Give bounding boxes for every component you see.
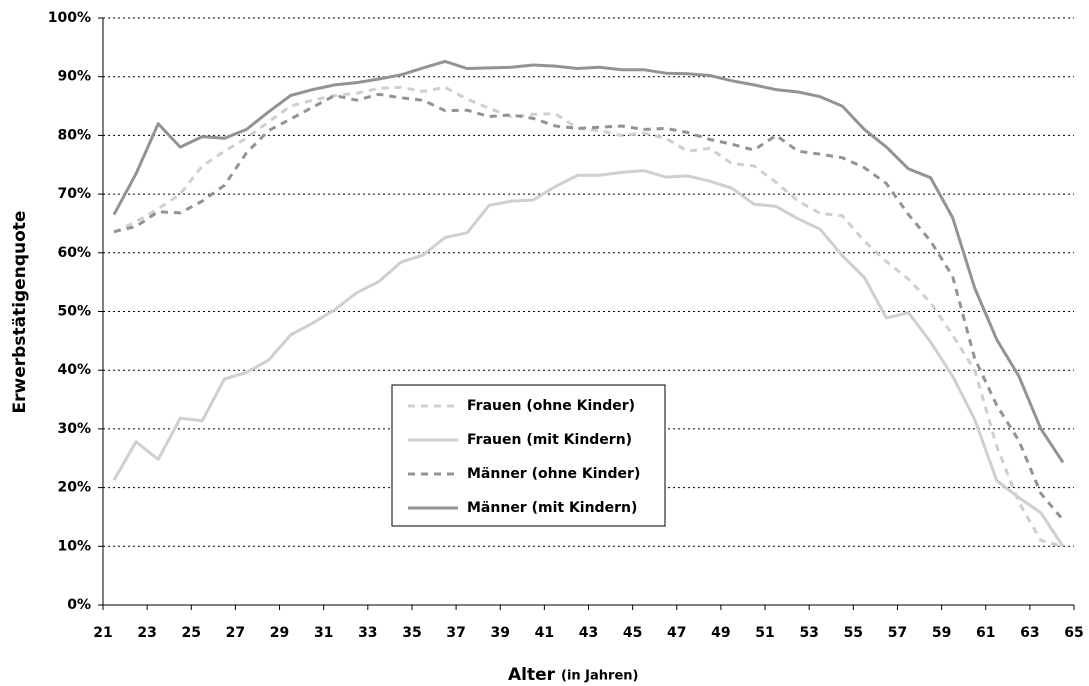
x-tick-label: 53 <box>799 625 818 641</box>
y-tick-label: 10% <box>57 538 91 554</box>
x-tick-label: 31 <box>314 625 333 641</box>
legend-label: Frauen (mit Kindern) <box>467 432 632 448</box>
series-line <box>113 85 1064 548</box>
y-tick-label: 30% <box>57 421 91 437</box>
series-line <box>112 169 1065 548</box>
x-tick-label: 47 <box>667 625 686 641</box>
x-tick-label: 21 <box>93 625 112 641</box>
x-tick-label: 45 <box>623 625 642 641</box>
x-tick-label: 51 <box>755 625 774 641</box>
y-axis-label: Erwerbstätigenquote <box>10 211 30 414</box>
x-axis-label-note: (in Jahren) <box>561 669 638 684</box>
x-tick-label: 65 <box>1064 625 1083 641</box>
x-tick-label: 23 <box>137 625 156 641</box>
series-line <box>113 92 1065 521</box>
x-tick-label: 27 <box>226 625 245 641</box>
y-tick-label: 0% <box>67 597 91 613</box>
x-tick-label: 43 <box>579 625 598 641</box>
y-tick-label: 90% <box>57 69 91 85</box>
x-tick-label: 33 <box>358 625 377 641</box>
x-tick-label: 35 <box>402 625 421 641</box>
y-tick-label: 20% <box>57 480 91 496</box>
y-tick-label: 60% <box>57 245 91 261</box>
y-tick-label: 100% <box>48 10 91 26</box>
y-tick-label: 40% <box>57 362 91 378</box>
legend-label: Männer (ohne Kinder) <box>467 466 640 482</box>
x-tick-label: 63 <box>1020 625 1039 641</box>
y-tick-label: 50% <box>57 304 91 320</box>
x-tick-label: 29 <box>270 625 289 641</box>
x-tick-label: 61 <box>976 625 995 641</box>
x-tick-label: 41 <box>535 625 554 641</box>
x-tick-label: 37 <box>446 625 465 641</box>
x-tick-label: 57 <box>888 625 907 641</box>
x-tick-label: 49 <box>711 625 730 641</box>
legend-label: Frauen (ohne Kinder) <box>467 398 635 414</box>
y-tick-label: 70% <box>57 186 91 202</box>
legend-box <box>391 384 666 527</box>
y-tick-label: 80% <box>57 127 91 143</box>
x-tick-label: 59 <box>932 625 951 641</box>
x-axis-label: Alter <box>508 665 556 685</box>
series-line <box>112 59 1065 464</box>
legend-label: Männer (mit Kindern) <box>467 500 637 516</box>
x-tick-label: 25 <box>182 625 201 641</box>
x-tick-label: 55 <box>844 625 863 641</box>
x-tick-label: 39 <box>490 625 509 641</box>
